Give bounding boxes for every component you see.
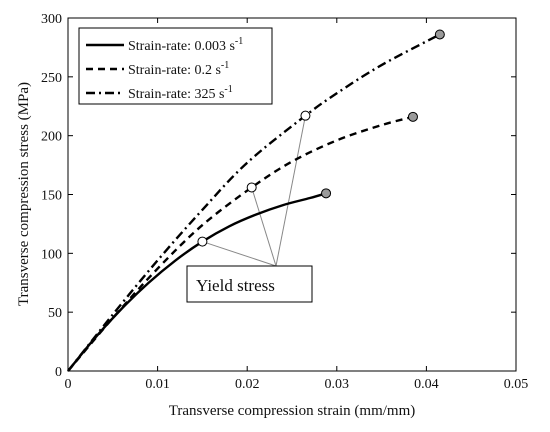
x-axis-title: Transverse compression strain (mm/mm) (169, 403, 416, 419)
x-tick-label: 0.04 (414, 377, 439, 392)
y-tick-label: 100 (41, 247, 62, 262)
legend-label-3: Strain-rate: 325 s-1 (128, 84, 233, 102)
yield-point-marker-3 (300, 110, 311, 121)
x-tick-label: 0 (65, 377, 72, 392)
end-point-marker-1 (321, 188, 332, 199)
yield-stress-annotation: Yield stress (186, 265, 313, 303)
x-tick-label: 0.05 (504, 377, 529, 392)
yield-pointer-line-2 (251, 187, 277, 267)
legend-unit-exponent: -1 (221, 60, 229, 71)
end-point-marker-3 (434, 29, 445, 40)
yield-stress-box (186, 265, 313, 303)
yield-pointer-line-1 (202, 241, 277, 267)
x-tick-label: 0.01 (145, 377, 170, 392)
yield-point-marker-2 (246, 182, 257, 193)
series-line-3 (67, 33, 441, 372)
y-tick-label: 50 (48, 306, 62, 321)
yield-stress-label: Yield stress (196, 276, 275, 295)
x-tick-label: 0.02 (235, 377, 260, 392)
legend-label-2: Strain-rate: 0.2 s-1 (128, 60, 229, 78)
y-tick-label: 250 (41, 71, 62, 86)
x-tick-label: 0.03 (325, 377, 350, 392)
legend-label-1: Strain-rate: 0.003 s-1 (128, 36, 243, 54)
y-axis-title: Transverse compression stress (MPa) (16, 82, 32, 306)
yield-point-marker-1 (197, 236, 208, 247)
legend-unit-exponent: -1 (235, 36, 243, 47)
end-point-marker-2 (407, 111, 418, 122)
y-tick-label: 0 (55, 365, 62, 380)
plot-area: 0 0.01 0.02 0.03 0.04 0.05 0 50 100 150 200 250 300 (41, 12, 528, 392)
legend: Strain-rate: 0.003 s-1 Strain-rate: 0.2 s… (78, 27, 273, 105)
legend-unit-exponent: -1 (224, 84, 232, 95)
series-line-2 (67, 115, 414, 372)
y-tick-label: 300 (41, 12, 62, 27)
y-tick-label: 200 (41, 130, 62, 145)
legend-box (78, 27, 273, 105)
yield-pointer-line-3 (275, 115, 306, 267)
y-tick-label: 150 (41, 189, 62, 204)
